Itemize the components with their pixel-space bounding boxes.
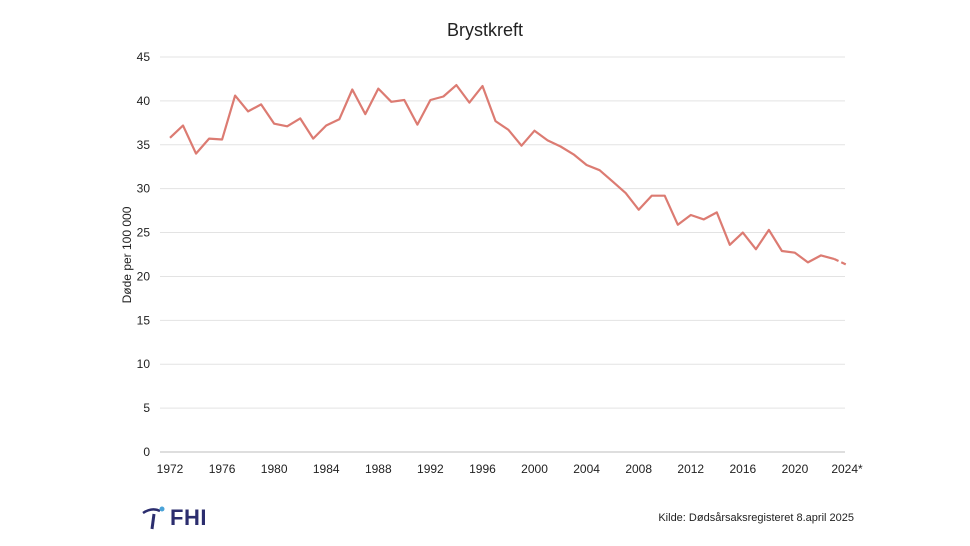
x-tick-label: 2008 <box>625 462 652 476</box>
y-axis-label: Døde per 100 000 <box>120 206 134 303</box>
x-tick-label: 1972 <box>157 462 184 476</box>
x-tick-label: 1992 <box>417 462 444 476</box>
y-tick-label: 45 <box>137 50 151 64</box>
y-tick-label: 40 <box>137 94 151 108</box>
x-tick-label: 1980 <box>261 462 288 476</box>
chart-title: Brystkreft <box>446 20 523 40</box>
x-tick-label: 2012 <box>677 462 704 476</box>
x-tick-label: 2000 <box>521 462 548 476</box>
x-tick-label: 1996 <box>469 462 496 476</box>
fhi-logo-icon <box>142 506 165 530</box>
y-axis-ticks: 0 5 10 15 20 25 30 35 40 45 <box>137 50 151 459</box>
y-tick-label: 20 <box>137 269 151 283</box>
x-tick-label: 2020 <box>782 462 809 476</box>
series-line <box>169 83 835 264</box>
series-line-projected <box>833 257 848 266</box>
y-tick-label: 15 <box>137 313 151 327</box>
y-tick-label: 10 <box>137 357 151 371</box>
y-tick-label: 0 <box>143 445 150 459</box>
x-tick-label: 1976 <box>209 462 236 476</box>
fhi-logo: FHI <box>140 505 207 531</box>
x-axis-ticks: 1972 1976 1980 1984 1988 1992 1996 2000 2004 2008… <box>157 462 863 476</box>
x-tick-label: 1984 <box>313 462 340 476</box>
y-tick-label: 35 <box>137 138 151 152</box>
x-tick-label: 1988 <box>365 462 392 476</box>
x-tick-label: 2024* <box>831 462 863 476</box>
x-tick-label: 2016 <box>729 462 756 476</box>
gridlines <box>160 56 845 453</box>
x-tick-label: 2004 <box>573 462 600 476</box>
y-tick-label: 5 <box>143 401 150 415</box>
source-note: Kilde: Dødsårsaksregisteret 8.april 2025 <box>658 512 854 524</box>
series-lines <box>169 83 848 266</box>
y-tick-label: 30 <box>137 182 151 196</box>
logo-text: FHI <box>170 505 207 530</box>
y-tick-label: 25 <box>137 226 151 240</box>
